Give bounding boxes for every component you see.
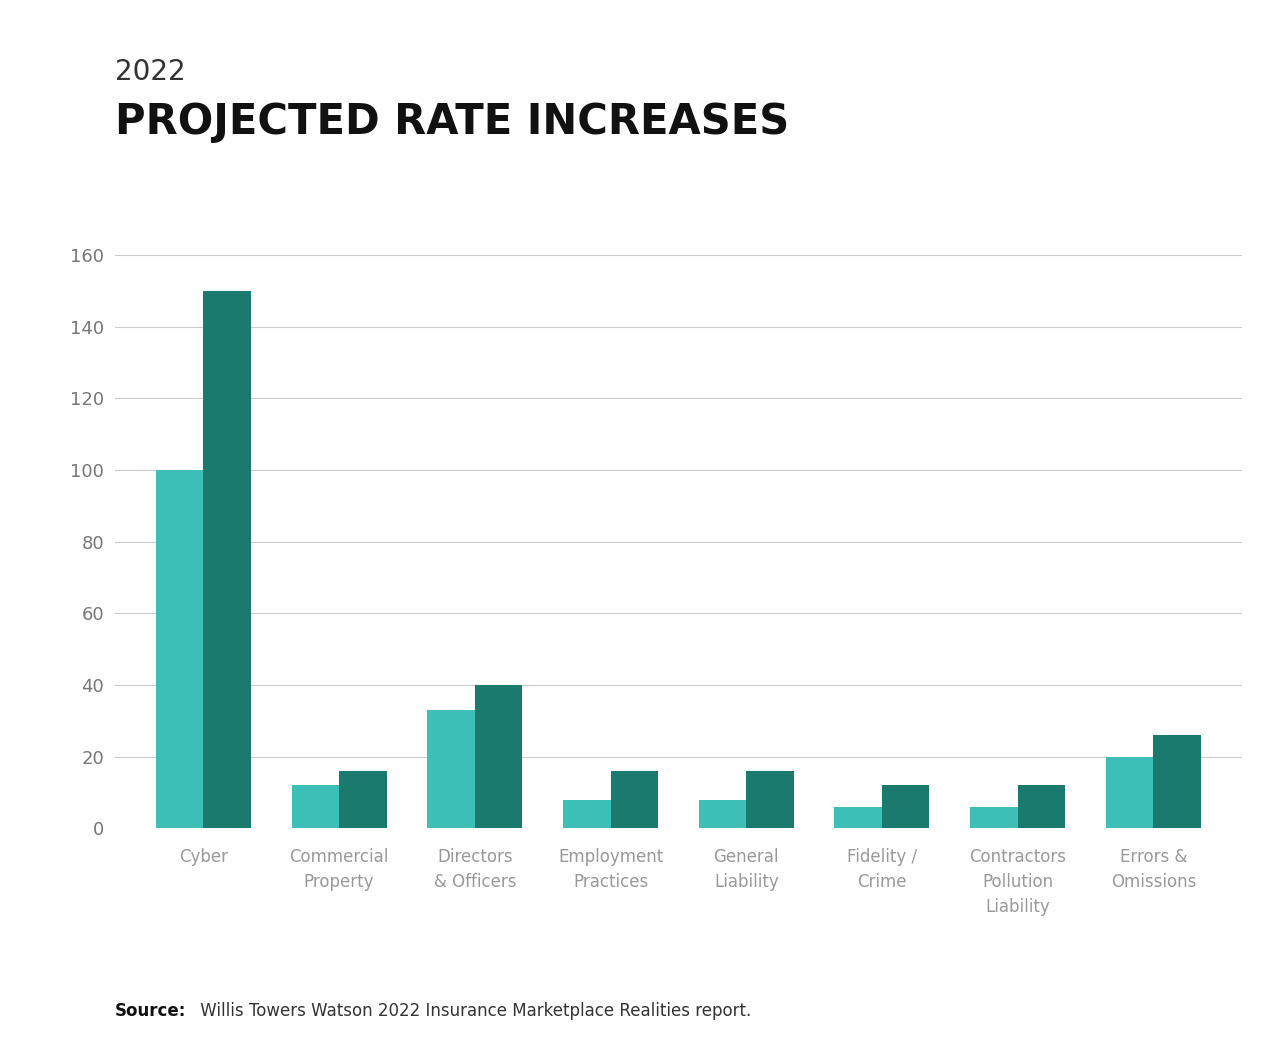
- Bar: [563, 800, 611, 828]
- Bar: [339, 771, 387, 828]
- Bar: [292, 786, 339, 828]
- Bar: [699, 800, 746, 828]
- Text: PROJECTED RATE INCREASES: PROJECTED RATE INCREASES: [115, 101, 790, 143]
- Bar: [970, 807, 1018, 828]
- Bar: [1106, 756, 1153, 828]
- Bar: [835, 807, 882, 828]
- Text: Source:: Source:: [115, 1001, 187, 1020]
- Bar: [882, 786, 929, 828]
- Bar: [1153, 735, 1201, 828]
- Text: Willis Towers Watson 2022 Insurance Marketplace Realities report.: Willis Towers Watson 2022 Insurance Mark…: [195, 1001, 751, 1020]
- Bar: [611, 771, 658, 828]
- Bar: [475, 685, 522, 828]
- Bar: [428, 710, 475, 828]
- Bar: [1018, 786, 1065, 828]
- Bar: [204, 291, 251, 828]
- Text: 2022: 2022: [115, 58, 186, 86]
- Bar: [156, 469, 204, 828]
- Bar: [746, 771, 794, 828]
- Legend: 2021, 2022: 2021, 2022: [531, 1057, 826, 1062]
